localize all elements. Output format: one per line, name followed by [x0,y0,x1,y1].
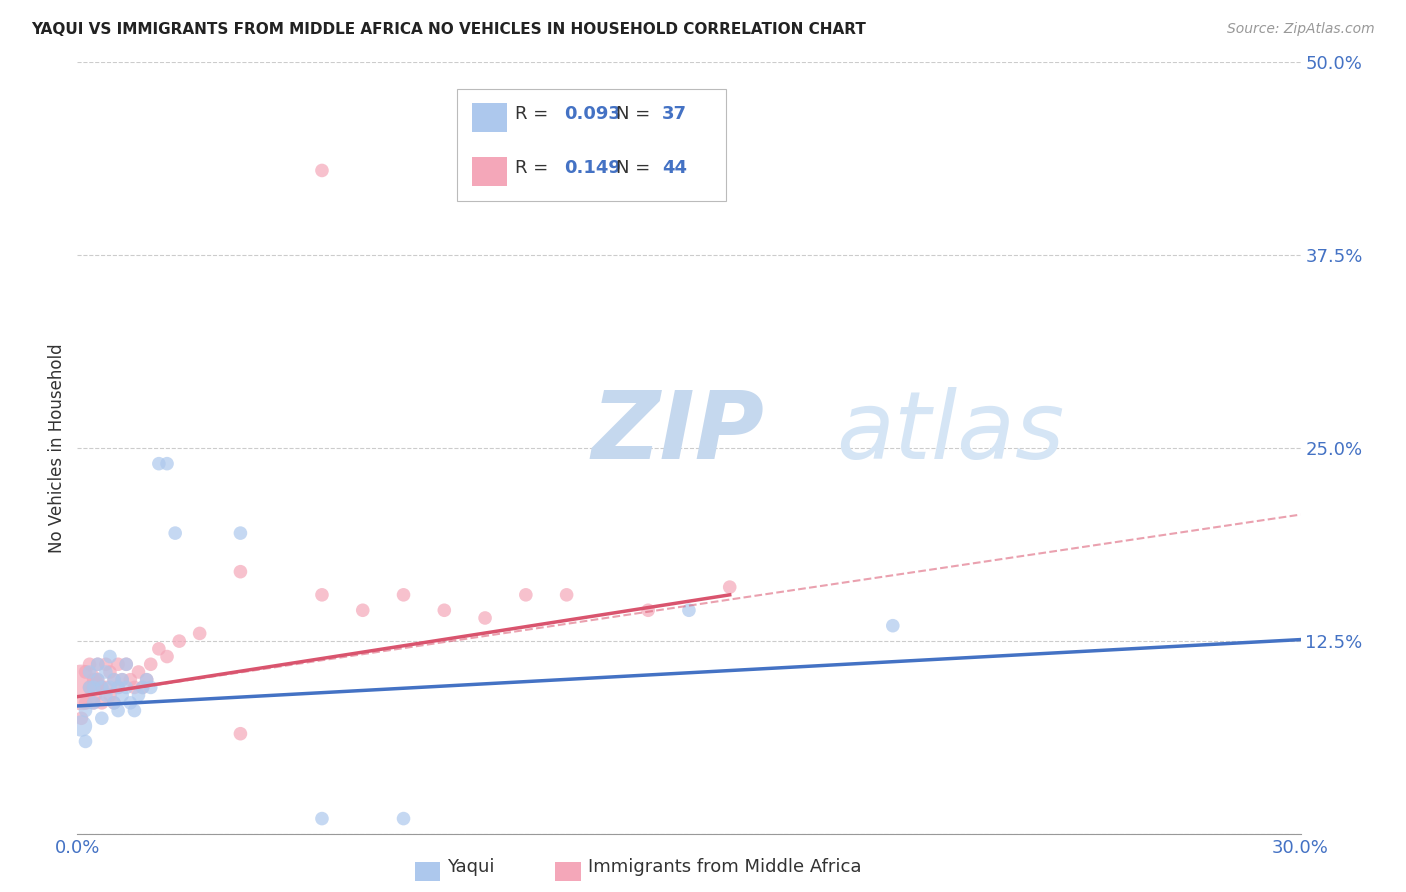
Point [120,673,142,687]
Point [311,588,333,602]
Point [882,618,904,632]
FancyBboxPatch shape [472,103,506,132]
Text: N =: N = [616,105,650,123]
Point [83,696,105,710]
Point [103,673,125,687]
Point [83,681,105,695]
Point [148,457,170,471]
Text: Source: ZipAtlas.com: Source: ZipAtlas.com [1227,22,1375,37]
Point [229,526,252,541]
Point [90,696,112,710]
Text: 37: 37 [662,105,688,123]
Point [79,681,101,695]
Point [94,665,117,679]
Point [311,163,333,178]
Text: 0.093: 0.093 [564,105,621,123]
Point [311,812,333,826]
Point [135,673,157,687]
Point [87,673,110,687]
Text: YAQUI VS IMMIGRANTS FROM MIDDLE AFRICA NO VEHICLES IN HOUSEHOLD CORRELATION CHAR: YAQUI VS IMMIGRANTS FROM MIDDLE AFRICA N… [31,22,866,37]
Point [120,696,142,710]
Point [107,657,129,672]
Point [98,681,121,695]
Text: R =: R = [515,159,548,178]
Point [83,696,105,710]
FancyBboxPatch shape [457,89,725,202]
Point [75,665,97,679]
Point [156,649,179,664]
Text: atlas: atlas [835,387,1064,478]
Point [718,580,741,594]
Point [90,681,112,695]
Point [90,681,112,695]
Point [83,673,105,687]
Point [637,603,659,617]
Point [131,681,153,695]
Point [103,673,125,687]
Point [87,657,110,672]
Point [127,688,149,702]
Point [115,681,138,695]
Point [124,704,146,718]
Text: R =: R = [515,105,548,123]
Point [111,688,134,702]
Text: 0.149: 0.149 [564,159,621,178]
Point [188,626,211,640]
Point [169,634,191,648]
Point [111,673,134,687]
Point [433,603,456,617]
Point [131,681,153,695]
Point [103,696,125,710]
Point [124,681,146,695]
Point [107,704,129,718]
FancyBboxPatch shape [472,157,506,186]
Point [103,696,125,710]
Point [135,673,157,687]
Point [392,812,415,826]
Point [127,665,149,679]
Point [70,719,93,733]
Point [75,704,97,718]
Point [515,588,537,602]
Point [79,681,101,695]
Point [139,681,162,695]
Point [474,611,496,625]
Point [107,681,129,695]
Point [70,681,93,695]
Point [115,657,138,672]
Point [94,688,117,702]
Text: 44: 44 [662,159,688,178]
Point [139,657,162,672]
Point [70,711,93,725]
Point [107,681,129,695]
Y-axis label: No Vehicles in Household: No Vehicles in Household [48,343,66,553]
Point [352,603,374,617]
Point [148,641,170,656]
Point [678,603,700,617]
Point [156,457,179,471]
Point [392,588,415,602]
Point [75,696,97,710]
Point [98,649,121,664]
Point [111,673,134,687]
Point [87,657,110,672]
Point [79,657,101,672]
Point [229,565,252,579]
Point [229,727,252,741]
Point [98,688,121,702]
Point [165,526,187,541]
Point [75,734,97,748]
Point [90,711,112,725]
Point [94,657,117,672]
Point [115,657,138,672]
Text: N =: N = [616,159,650,178]
Point [555,588,578,602]
Text: Immigrants from Middle Africa: Immigrants from Middle Africa [588,858,862,876]
Point [98,665,121,679]
Text: ZIP: ZIP [591,387,763,479]
Point [87,673,110,687]
Point [79,665,101,679]
Text: Yaqui: Yaqui [447,858,495,876]
Point [94,681,117,695]
